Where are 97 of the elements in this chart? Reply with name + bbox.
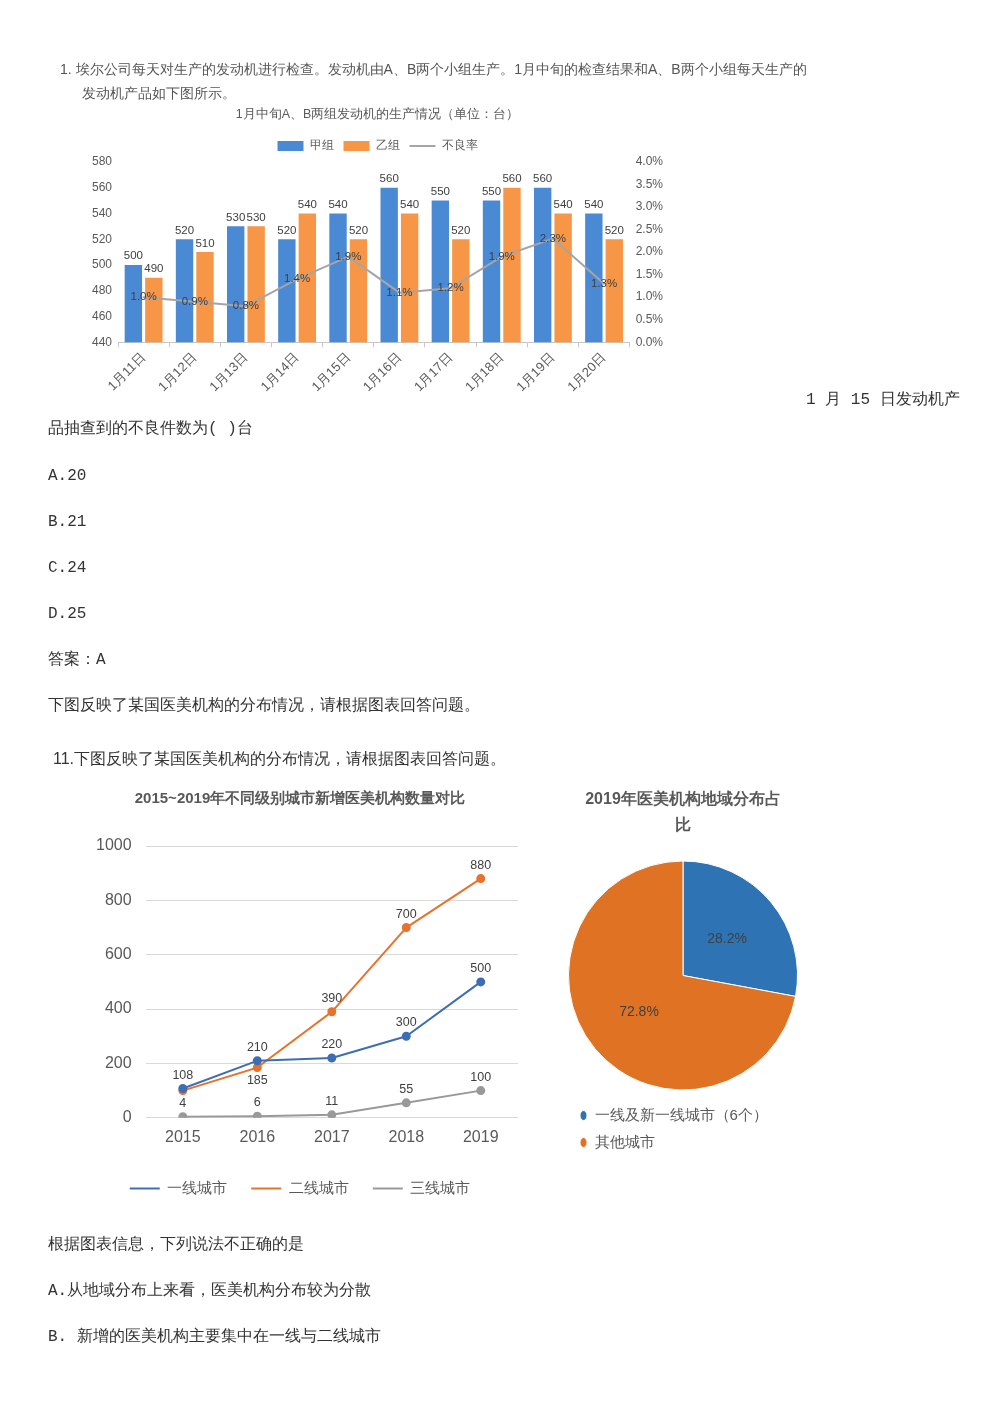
y-tick-label: 600	[104, 945, 132, 963]
data-label: 560	[379, 172, 399, 185]
data-label: 55	[399, 1082, 414, 1097]
data-label: 550	[481, 185, 502, 198]
data-label: 72.8%	[619, 1002, 659, 1019]
data-label: 700	[395, 906, 417, 921]
data-label: 490	[144, 262, 164, 275]
data-label: 4	[179, 1095, 187, 1110]
data-label: 210	[246, 1039, 268, 1054]
y-tick-label: 400	[104, 999, 132, 1017]
data-label: 540	[400, 197, 420, 210]
data-label: 185	[246, 1073, 268, 1088]
data-label: 300	[395, 1015, 417, 1030]
data-label: 108	[172, 1067, 194, 1082]
data-label: 520	[277, 223, 297, 236]
data-label: 11	[325, 1094, 339, 1109]
text: 根据图表信息，下列说法不正确的是	[48, 1236, 304, 1254]
text: D.25	[48, 605, 87, 623]
data-label: 540	[297, 197, 317, 210]
data-label: 100	[470, 1069, 492, 1084]
y2-tick-label: 4.0%	[635, 154, 664, 169]
text: A.20	[48, 467, 87, 485]
y-tick-label: 0	[122, 1108, 132, 1126]
y-tick-label: 580	[91, 154, 113, 169]
legend-label: 其他城市	[594, 1132, 655, 1150]
data-label: 2.3%	[539, 231, 567, 244]
data-label: 520	[348, 223, 369, 236]
chart-title: 1月中旬A、B两组发动机的生产情况（单位：台）	[235, 106, 520, 121]
text: 1. 埃尔公司每天对生产的发动机进行检查。发动机由A、B两个小组生产。1月中旬的检查结果和A、B两个小组每天生产的发动机产品如下图所示。	[60, 61, 807, 101]
y2-tick-label: 3.5%	[635, 176, 664, 191]
x-tick-label: 1月11日	[104, 349, 149, 394]
data-label: 0.9%	[181, 294, 208, 307]
text: 11.下图反映了某国医美机构的分布情况，请根据图表回答问题。	[53, 750, 507, 767]
y2-tick-label: 3.0%	[635, 199, 664, 214]
data-label: 28.2%	[707, 929, 747, 946]
data-label: 520	[604, 223, 624, 236]
data-label: 550	[430, 185, 450, 198]
x-tick-label: 2015	[165, 1127, 201, 1145]
text: A.从地域分布上来看，医美机构分布较为分散	[48, 1282, 372, 1300]
y-tick-label: 200	[104, 1053, 132, 1071]
y2-tick-label: 1.0%	[635, 289, 664, 304]
data-label: 540	[553, 197, 573, 210]
y-tick-label: 800	[104, 890, 132, 908]
x-tick-label: 2018	[388, 1127, 425, 1145]
data-label: 880	[470, 857, 492, 872]
text: 下图反映了某国医美机构的分布情况，请根据图表回答问题。	[48, 697, 480, 715]
y-tick-label: 1000	[96, 836, 132, 854]
chart-title: 2015~2019年不同级别城市新增医美机构数量对比	[134, 789, 466, 807]
y-tick-label: 440	[91, 334, 113, 349]
data-label: 1.0%	[130, 290, 157, 303]
legend-label: 乙组	[375, 138, 400, 153]
text: B. 新增的医美机构主要集中在一线与二线城市	[48, 1328, 381, 1346]
data-label: 0.8%	[232, 299, 260, 312]
data-label: 220	[321, 1037, 343, 1052]
x-tick-label: 2019	[462, 1127, 499, 1145]
data-label: 520	[174, 223, 195, 236]
data-label: 1.2%	[437, 281, 464, 294]
legend-label: 甲组	[309, 138, 334, 153]
y-tick-label: 540	[91, 205, 113, 220]
legend-label: 二线城市	[288, 1178, 349, 1196]
data-label: 520	[451, 223, 471, 236]
data-label: 510	[195, 236, 215, 249]
y-tick-label: 460	[91, 308, 113, 323]
x-tick-label: 2016	[239, 1127, 276, 1145]
text: 答案：A	[48, 651, 106, 669]
data-label: 530	[226, 210, 246, 223]
y-tick-label: 480	[91, 283, 113, 298]
data-label: 530	[246, 210, 266, 223]
legend-label: 一线城市	[167, 1178, 228, 1196]
data-label: 540	[328, 197, 348, 210]
data-label: 540	[584, 197, 604, 210]
data-label: 6	[253, 1095, 261, 1110]
data-label: 1.9%	[335, 249, 362, 262]
y-tick-label: 500	[91, 257, 113, 272]
y2-tick-label: 1.5%	[635, 266, 664, 281]
x-tick-label: 2017	[314, 1127, 350, 1145]
data-label: 1.9%	[488, 249, 515, 262]
y2-tick-label: 0.5%	[635, 312, 664, 327]
legend-label: 不良率	[441, 138, 478, 153]
data-label: 500	[470, 961, 492, 976]
text: B.21	[48, 513, 87, 531]
text: C.24	[48, 559, 87, 577]
legend-label: 三线城市	[410, 1178, 471, 1196]
data-label: 500	[123, 249, 143, 262]
y2-tick-label: 2.5%	[635, 221, 664, 236]
data-label: 1.1%	[386, 285, 413, 298]
y-tick-label: 560	[91, 180, 113, 195]
data-label: 1.4%	[283, 272, 311, 285]
y2-tick-label: 2.0%	[635, 244, 664, 259]
legend-label: 一线及新一线城市（6个）	[594, 1105, 768, 1123]
y-tick-label: 520	[91, 231, 113, 246]
data-label: 560	[502, 172, 522, 185]
chart-title: 2019年医美机构地域分布占比	[584, 789, 782, 835]
y2-tick-label: 0.0%	[635, 334, 664, 349]
data-label: 560	[533, 172, 553, 185]
data-label: 390	[321, 991, 343, 1005]
data-label: 1.3%	[590, 276, 618, 289]
